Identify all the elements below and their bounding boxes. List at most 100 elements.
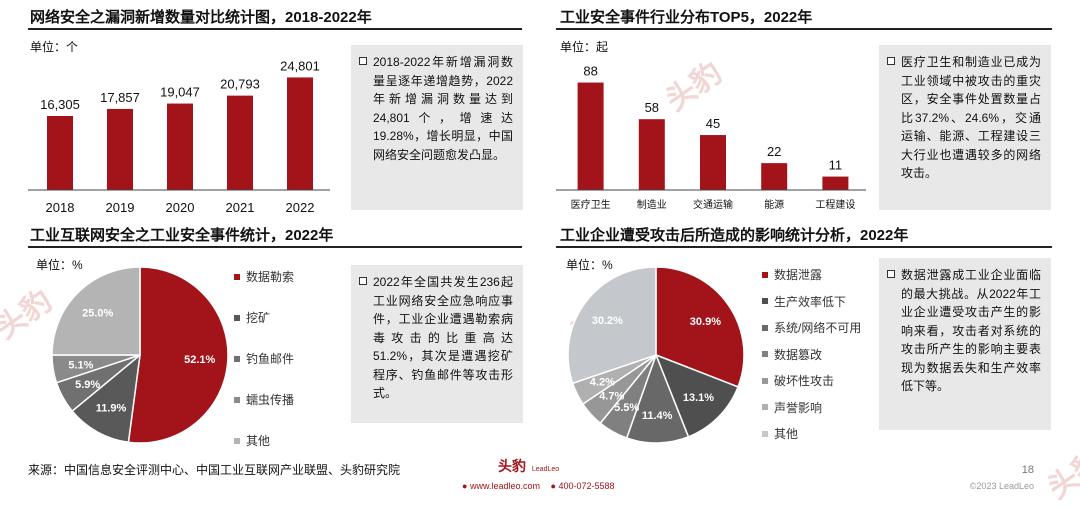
title-underline [28,28,522,30]
chart-legend: 数据勒索 挖矿 钓鱼邮件 蠕虫传播 其他 [234,268,344,448]
slice-label: 11.9% [96,402,127,414]
legend-swatch [234,396,240,403]
bar [227,95,253,190]
legend-label: 声誉影响 [774,400,823,415]
unit-label: 单位：个 [30,40,79,54]
pie-chart-security-events: 52.1% 11.9% 5.9% 5.1% 25.0% [51,266,228,444]
slice-label: 30.9% [690,316,721,328]
legend-item: 其他 [762,425,798,442]
data-label: 45 [706,116,720,131]
legend-label: 其他 [774,427,799,441]
x-tick-label: 2018 [46,200,75,215]
legend-label: 数据篡改 [774,347,823,362]
note-text: 数据泄露成工业企业面临的最大挑战。从2022年工业企业遭受攻击产生的影响来看，攻… [901,268,1041,393]
bar [577,82,604,190]
slice-label: 13.1% [683,392,714,404]
chart-legend: 数据泄露生产效率低下系统/网络不可用 数据篡改破坏性攻击声誉影响其他 [762,266,878,446]
bar [47,116,73,190]
legend-swatch [762,271,768,278]
bar [700,135,726,190]
data-label: 22 [767,144,781,159]
legend-item: 挖矿 [234,309,270,326]
note-text: 2022年全国共发生236起工业网络安全应急响应事件，工业企业遭遇勒索病毒攻击的… [373,275,513,400]
legend-swatch [762,377,768,384]
x-tick-label: 2020 [166,200,195,215]
legend-swatch [762,404,768,410]
x-tick-label: 2021 [226,200,255,215]
legend-swatch [762,324,768,331]
panel-title: 工业互联网安全之工业安全事件统计，2022年 [30,227,334,244]
checkbox-bullet-icon [887,57,895,65]
slice-label: 5.9% [75,379,100,391]
bar [822,176,849,190]
pie-chart-attack-impact: 30.9% 13.1% 11.4%5.5%4.7% 4.2% 30.2% [567,266,745,444]
legend-label: 其他 [246,434,271,448]
data-label: 20,793 [220,77,260,92]
pie-slice [127,266,228,444]
slice-label: 30.2% [592,315,623,327]
slice-label: 25.0% [82,308,113,320]
note-box: 医疗卫生和制造业已成为工业领域中被攻击的重灾区，安全事件处置数量占比37.2%、… [879,45,1051,210]
data-label: 19,047 [160,85,200,100]
bar [761,163,788,190]
unit-label: 单位：起 [560,40,609,54]
legend-item: 数据勒索 [234,268,294,285]
note-box: 2022年全国共发生236起工业网络安全应急响应事件，工业企业遭遇勒索病毒攻击的… [351,265,523,423]
data-label: 58 [645,100,659,115]
x-tick-label: 2022 [286,200,315,215]
pie-slice [71,353,141,444]
brand-name: 头豹 [498,458,526,474]
unit-label: 单位：% [36,258,83,272]
unit-label: 单位：% [566,258,613,272]
bar [107,108,133,190]
legend-item: 声誉影响 [762,399,822,416]
legend-item: 系统/网络不可用 [762,319,861,336]
legend-swatch [762,298,768,304]
legend-swatch [234,437,240,444]
brand-sub: LeadLeo [531,466,560,473]
x-tick-label: 制造业 [637,198,667,211]
panel-title: 工业安全事件行业分布TOP5，2022年 [560,9,813,26]
title-underline [556,246,1052,248]
legend-item: 生产效率低下 [762,293,846,310]
website-link[interactable]: www.leadleo.com [469,481,540,491]
checkbox-bullet-icon [887,270,895,278]
copyright: ©2023 LeadLeo [969,481,1034,491]
legend-item: 钓鱼邮件 [234,350,294,367]
legend-label: 数据泄露 [774,268,823,282]
legend-item: 数据泄露 [762,266,822,283]
slice-label: 5.5% [614,402,639,414]
pie-slice [51,266,141,356]
x-tick-label: 交通运输 [693,198,733,211]
panel-title: 网络安全之漏洞新增数量对比统计图，2018-2022年 [30,9,372,26]
source-note: 来源：中国信息安全评测中心、中国工业互联网产业联盟、头豹研究院 [28,463,401,477]
bar-chart-vulnerabilities: 16,305 2018 17,857 2019 19,047 2020 20,793 2021… [28,58,330,215]
title-underline [28,246,522,248]
title-underline [556,28,1052,30]
page-number: 18 [1021,464,1034,476]
phone-icon: ● [550,481,556,491]
x-tick-label: 能源 [764,198,784,211]
checkbox-bullet-icon [359,57,367,65]
note-box: 2018-2022年新增漏洞数量呈逐年递增趋势，2022年新增漏洞数量达到24,… [351,45,523,210]
slice-label: 11.4% [642,410,673,422]
data-label: 16,305 [40,97,80,112]
slice-label: 4.7% [599,390,624,402]
legend-label: 钓鱼邮件 [246,352,295,366]
slice-label: 4.2% [590,376,615,388]
legend-item: 数据篡改 [762,346,822,363]
note-text: 医疗卫生和制造业已成为工业领域中被攻击的重灾区，安全事件处置数量占比37.2%、… [901,55,1041,180]
legend-label: 系统/网络不可用 [774,321,862,335]
slice-label: 5.1% [68,360,93,372]
data-label: 88 [583,64,597,79]
data-label: 24,801 [280,58,320,73]
pie-slice [654,353,739,438]
legend-item: 破坏性攻击 [762,372,834,389]
note-box: 数据泄露成工业企业面临的最大挑战。从2022年工业企业遭受攻击产生的影响来看，攻… [879,258,1051,430]
pie-slice [625,352,690,444]
pie-slice [567,266,657,385]
pie-slice [655,266,745,388]
bar [287,77,313,190]
checkbox-bullet-icon [359,277,367,285]
brand-logo: 头豹 LeadLeo [498,456,559,476]
